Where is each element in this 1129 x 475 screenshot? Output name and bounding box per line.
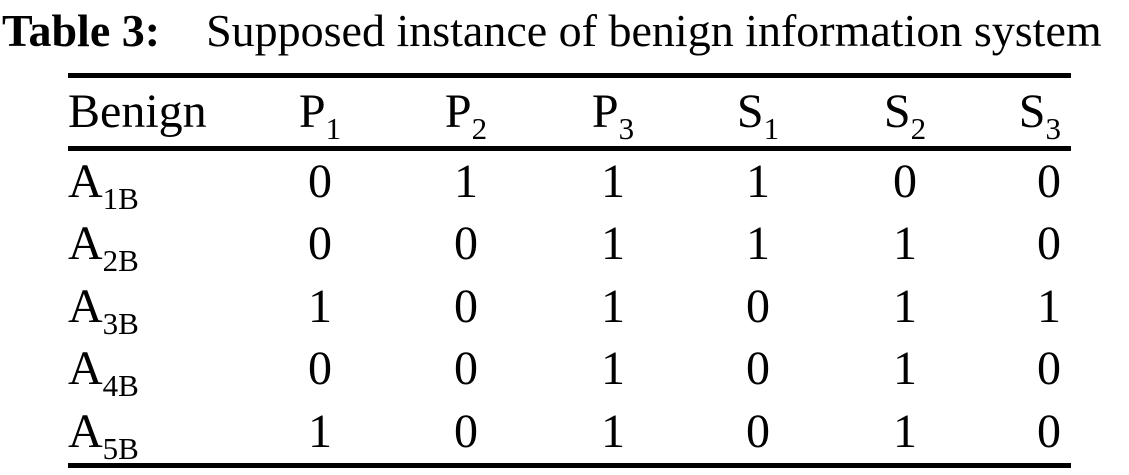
table-header-row: Benign P1 P2 P3 S1 S2 S3 — [68, 78, 1071, 151]
header-subscript: 3 — [1045, 111, 1062, 146]
table-caption: Table 3: Supposed instance of benign info… — [2, 0, 1129, 62]
cell-value: 0 — [893, 155, 917, 208]
table-row: A5B 1 0 1 0 1 0 — [68, 401, 1071, 466]
row-label-subscript: 1B — [102, 181, 139, 216]
column-header-s2: S2 — [830, 78, 980, 151]
row-label-subscript: 2B — [102, 243, 139, 279]
row-label-base: A — [68, 342, 103, 396]
row-label: A3B — [68, 276, 248, 343]
header-subscript: 2 — [910, 111, 927, 146]
cell-value: 0 — [746, 404, 770, 458]
column-header-s1: S1 — [686, 78, 830, 151]
table-caption-text: Supposed instance of benign information … — [206, 5, 1102, 56]
header-base: Benign — [68, 85, 207, 138]
table-number-label: Table 3: — [2, 5, 161, 56]
column-header-p3: P3 — [540, 78, 686, 151]
benign-information-table: Benign P1 P2 P3 S1 S2 S3 A1B 0 1 1 1 0 0… — [68, 73, 1071, 468]
cell-value: 0 — [1037, 342, 1061, 396]
cell-value: 0 — [746, 342, 770, 396]
cell-value: 0 — [454, 217, 478, 271]
cell-value: 1 — [893, 342, 917, 396]
cell-value: 0 — [308, 342, 332, 396]
table-row: A4B 0 0 1 0 1 0 — [68, 338, 1071, 403]
row-label-subscript: 4B — [102, 368, 139, 404]
row-label-base: A — [68, 404, 103, 458]
cell-value: 0 — [1037, 217, 1061, 271]
table-row: A3B 1 0 1 0 1 1 — [68, 276, 1071, 341]
column-header-s3: S3 — [980, 78, 1071, 151]
row-label: A5B — [68, 401, 248, 468]
cell-value: 0 — [454, 404, 478, 458]
row-label-base: A — [68, 155, 103, 208]
row-label: A1B — [68, 151, 248, 218]
cell-value: 0 — [746, 279, 770, 333]
row-label-subscript: 5B — [102, 430, 139, 466]
cell-value: 1 — [601, 217, 625, 271]
cell-value: 1 — [308, 279, 332, 333]
cell-value: 0 — [454, 342, 478, 396]
header-base: P — [298, 85, 326, 138]
cell-value: 0 — [308, 217, 332, 271]
header-base: P — [591, 85, 619, 138]
header-subscript: 2 — [471, 111, 488, 146]
cell-value: 0 — [1037, 404, 1061, 458]
cell-value: 0 — [454, 279, 478, 333]
cell-value: 1 — [308, 404, 332, 458]
column-header-benign: Benign — [68, 78, 248, 151]
row-label-subscript: 3B — [102, 305, 139, 341]
column-header-p2: P2 — [392, 78, 540, 151]
cell-value: 1 — [893, 404, 917, 458]
cell-value: 1 — [893, 279, 917, 333]
cell-value: 1 — [601, 342, 625, 396]
table-row: A1B 0 1 1 1 0 0 — [68, 151, 1071, 216]
table-row: A2B 0 0 1 1 1 0 — [68, 213, 1071, 278]
cell-value: 1 — [601, 279, 625, 333]
header-base: P — [444, 85, 472, 138]
cell-value: 1 — [454, 155, 478, 208]
cell-value: 0 — [308, 155, 332, 208]
column-header-p1: P1 — [248, 78, 392, 151]
row-label-base: A — [68, 279, 103, 333]
cell-value: 1 — [601, 155, 625, 208]
row-label: A4B — [68, 338, 248, 405]
row-label-base: A — [68, 217, 103, 271]
header-subscript: 1 — [763, 111, 780, 146]
header-base: S — [883, 85, 911, 138]
row-label: A2B — [68, 213, 248, 280]
cell-value: 0 — [1037, 155, 1061, 208]
cell-value: 1 — [746, 155, 770, 208]
header-base: S — [1018, 85, 1046, 138]
header-subscript: 3 — [618, 111, 635, 146]
header-subscript: 1 — [325, 111, 342, 146]
cell-value: 1 — [893, 217, 917, 271]
cell-value: 1 — [601, 404, 625, 458]
header-base: S — [736, 85, 764, 138]
cell-value: 1 — [746, 217, 770, 271]
cell-value: 1 — [1037, 279, 1061, 333]
